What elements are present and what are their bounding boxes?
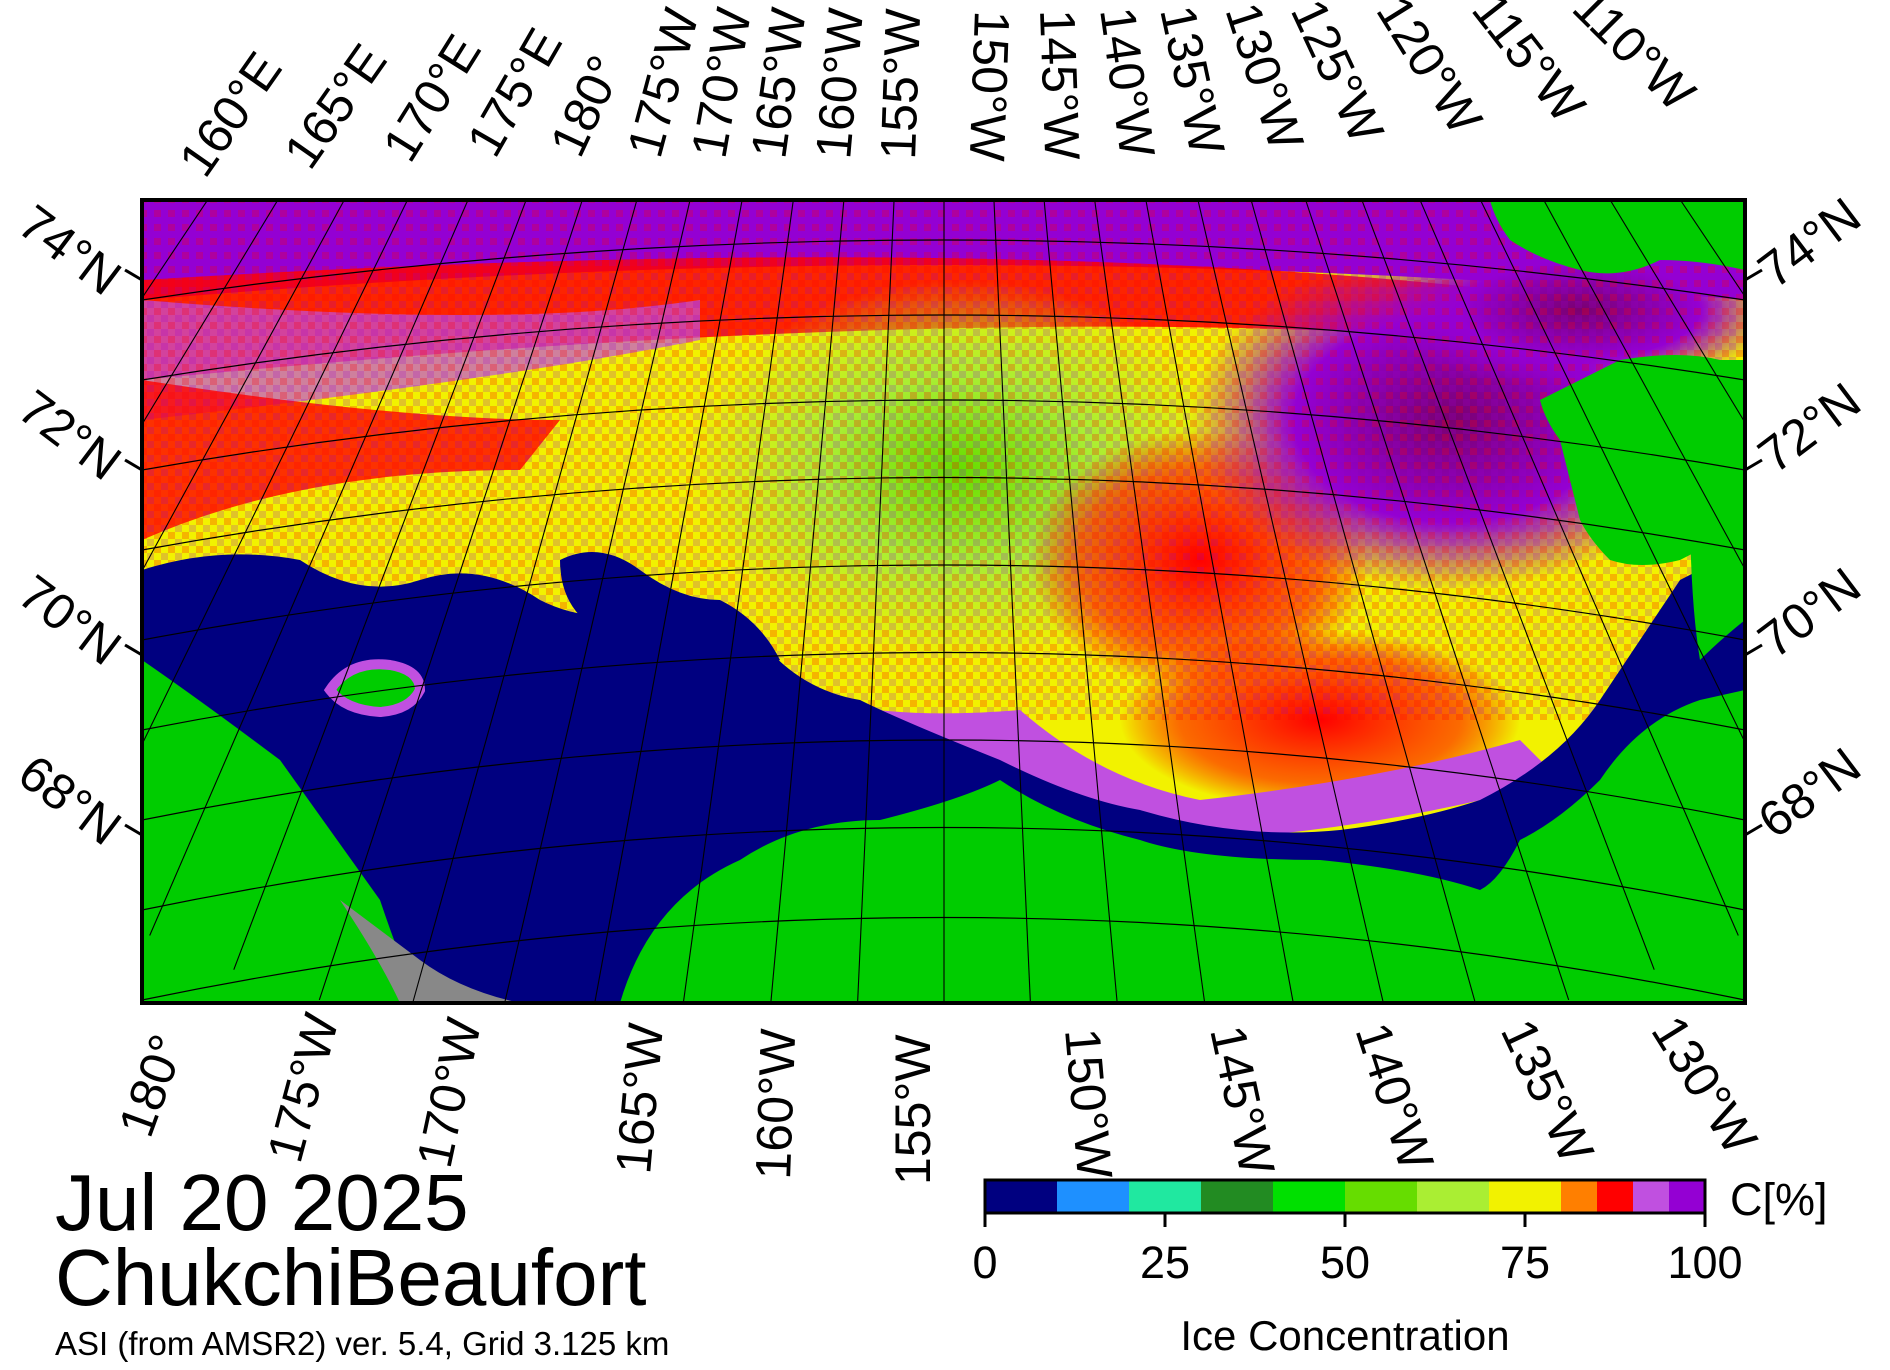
meridian-line xyxy=(857,200,895,1003)
lon-label-top: 155°W xyxy=(870,7,931,160)
ice-marginal-zone xyxy=(820,700,1560,840)
meridian-line xyxy=(233,200,527,970)
colorbar-tick-label: 25 xyxy=(1140,1237,1190,1288)
lon-labels-top: 160°E165°E170°E175°E180°175°W170°W165°W1… xyxy=(168,0,1706,186)
lat-label-left: 72°N xyxy=(8,379,131,491)
meridian-line xyxy=(412,200,638,1003)
meridian-line xyxy=(594,200,743,1003)
map-region: ChukchiBeaufort xyxy=(55,1233,646,1322)
lat-labels-right: 74°N 72°N 70°N 68°N xyxy=(1748,187,1871,849)
map-panel xyxy=(0,0,1890,1003)
meridian-line xyxy=(142,200,345,573)
meridian-line xyxy=(1419,200,1739,936)
lon-label-top: 150°W xyxy=(959,10,1020,163)
map-subtitle: ASI (from AMSR2) ver. 5.4, Grid 3.125 km xyxy=(55,1325,669,1362)
meridian-line xyxy=(1479,200,1745,744)
land-chukotka xyxy=(142,660,420,1003)
colorbar-bin xyxy=(1489,1180,1561,1213)
meridian-line xyxy=(0,0,61,183)
colorbar-bin xyxy=(1561,1180,1597,1213)
map-frame xyxy=(140,198,1747,1005)
open-water-inlet xyxy=(560,552,780,680)
colorbar-bin xyxy=(1345,1180,1417,1213)
meridian-line xyxy=(1145,200,1294,1003)
meridian-line xyxy=(142,200,409,746)
lon-label-bottom: 170°W xyxy=(406,1013,492,1173)
meridian-line xyxy=(1827,0,1890,183)
lat-label-right: 72°N xyxy=(1748,372,1871,484)
lon-label-top: 160°W xyxy=(805,5,874,161)
meridian-line xyxy=(1043,200,1118,1003)
lon-label-top: 165°E xyxy=(273,34,397,178)
meridian-line xyxy=(1250,200,1476,1003)
lat-label-right: 68°N xyxy=(1748,737,1871,849)
lon-label-bottom: 150°W xyxy=(1054,1026,1123,1182)
lon-label-bottom: 135°W xyxy=(1490,1011,1605,1172)
map-date: Jul 20 2025 xyxy=(55,1158,469,1247)
meridian-line xyxy=(993,200,1031,1003)
colorbar-tick-label: 100 xyxy=(1667,1237,1742,1288)
lat-label-right: 70°N xyxy=(1748,557,1871,669)
colorbar-unit: C[%] xyxy=(1730,1174,1828,1225)
meridian-line xyxy=(1609,200,1745,424)
colorbar-bin xyxy=(985,1180,1057,1213)
meridian-line xyxy=(770,200,845,1003)
meridian-line xyxy=(1094,200,1206,1003)
meridian-line xyxy=(1741,0,1890,402)
colorbar-bin xyxy=(1201,1180,1273,1213)
graticule-longitude xyxy=(0,0,1890,1003)
lon-label-bottom: 130°W xyxy=(1641,1006,1769,1164)
lat-label-left: 70°N xyxy=(8,564,131,676)
lat-label-left: 74°N xyxy=(8,194,131,306)
land-wrangel-island xyxy=(323,659,426,718)
lon-label-bottom: 140°W xyxy=(1345,1016,1445,1177)
lat-labels-left: 74°N 72°N 70°N 68°N xyxy=(8,194,131,856)
no-data-region xyxy=(340,900,520,1003)
lat-label-left: 68°N xyxy=(8,744,131,856)
colorbar-tick-label: 0 xyxy=(972,1237,997,1288)
meridian-line xyxy=(1197,200,1384,1003)
meridian-line xyxy=(149,200,469,936)
colorbar-bin xyxy=(1669,1180,1705,1213)
lon-label-bottom: 180° xyxy=(108,1027,196,1143)
colorbar-bin xyxy=(1633,1180,1669,1213)
lon-label-bottom: 160°W xyxy=(745,1027,806,1180)
lon-label-top: 145°W xyxy=(1029,8,1090,161)
colorbar-ticks: 0 25 50 75 100 xyxy=(972,1213,1743,1288)
frame-ticks xyxy=(124,268,1763,837)
meridian-line xyxy=(682,200,794,1003)
meridian-line xyxy=(1361,200,1655,970)
lon-label-bottom: 145°W xyxy=(1199,1021,1285,1181)
colorbar-title: Ice Concentration xyxy=(1180,1312,1509,1359)
lon-label-bottom: 175°W xyxy=(257,1007,350,1168)
meridian-line xyxy=(142,200,279,426)
colorbar-bin xyxy=(1597,1180,1633,1213)
lat-label-right: 74°N xyxy=(1748,187,1871,299)
colorbar-bin xyxy=(1129,1180,1201,1213)
land-east-mainland xyxy=(1690,490,1745,660)
land-alaska xyxy=(620,690,1745,1003)
lon-label-top: 170°E xyxy=(372,25,492,171)
colorbar-tick-label: 75 xyxy=(1500,1237,1550,1288)
meridian-line xyxy=(1305,200,1570,1001)
colorbar xyxy=(985,1180,1705,1213)
colorbar-bin xyxy=(1417,1180,1489,1213)
meridian-line xyxy=(318,200,583,1001)
lon-label-bottom: 155°W xyxy=(885,1034,941,1185)
colorbar-bin xyxy=(1057,1180,1129,1213)
meridian-line xyxy=(0,0,147,402)
lon-label-top: 160°E xyxy=(168,42,292,186)
colorbar-tick-label: 50 xyxy=(1320,1237,1370,1288)
lon-label-bottom: 165°W xyxy=(605,1020,674,1176)
meridian-line xyxy=(504,200,691,1003)
meridian-line xyxy=(1543,200,1745,571)
colorbar-bin xyxy=(1273,1180,1345,1213)
